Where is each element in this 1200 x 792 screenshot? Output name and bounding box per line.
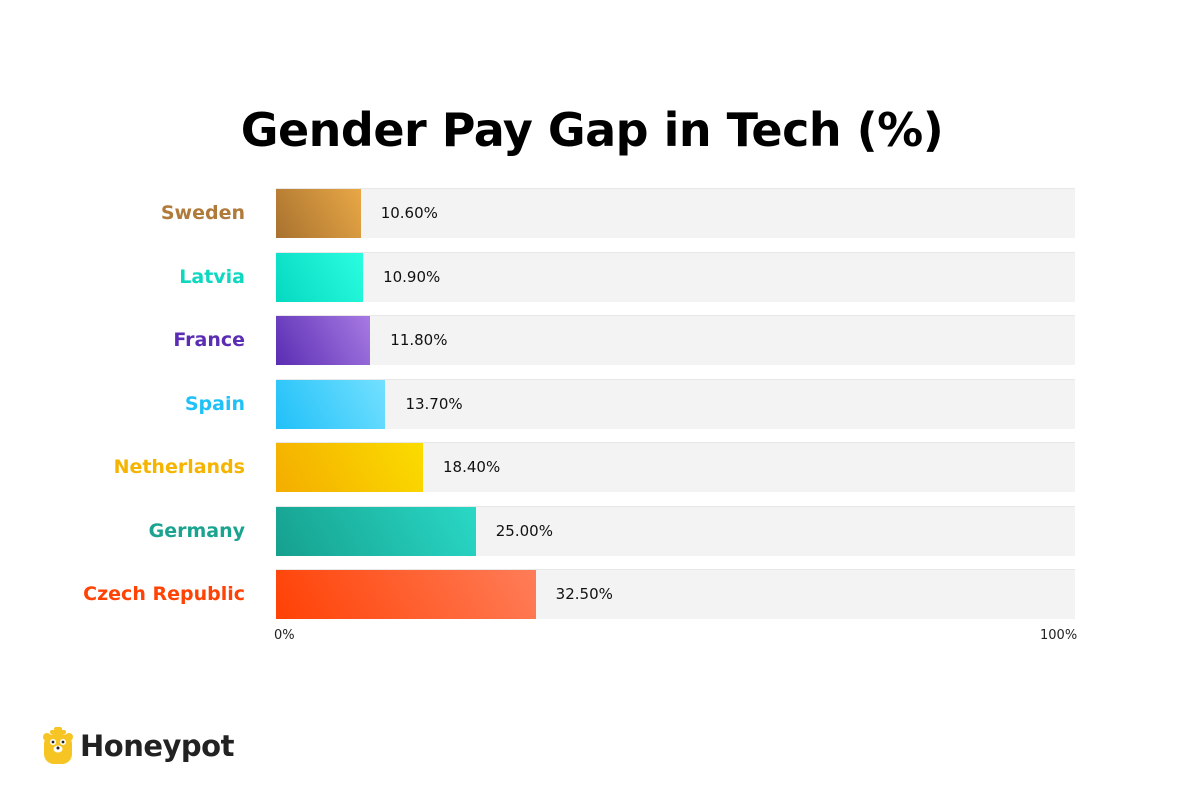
- category-label: Netherlands: [113, 456, 245, 478]
- bar: [276, 316, 371, 365]
- value-label: 10.90%: [383, 267, 441, 286]
- bar: [276, 506, 476, 556]
- x-tick-label: 0%: [274, 628, 295, 643]
- brand-name: Honeypot: [80, 729, 234, 763]
- bar-track: 32.50%: [276, 570, 1075, 619]
- bar-track: 25.00%: [276, 506, 1075, 556]
- value-label: 25.00%: [495, 521, 553, 540]
- value-label: 13.70%: [405, 394, 463, 413]
- bar-row: Spain 13.70%: [0, 379, 1200, 429]
- bar-track: 18.40%: [276, 443, 1075, 492]
- x-tick-label: 100%: [1040, 628, 1078, 643]
- bar: [276, 252, 364, 302]
- bar-row: Netherlands 18.40%: [0, 443, 1200, 492]
- bar-track: 10.90%: [276, 252, 1075, 302]
- bar-row: Latvia 10.90%: [0, 252, 1200, 302]
- bar-row: Germany 25.00%: [0, 506, 1200, 556]
- bear-honeypot-icon: [43, 727, 73, 764]
- bar-row: Czech Republic 32.50%: [0, 570, 1200, 619]
- bar-row: France 11.80%: [0, 316, 1200, 365]
- bar-row: Sweden 10.60%: [0, 189, 1200, 238]
- value-label: 10.60%: [380, 204, 438, 222]
- bar-track: 13.70%: [276, 379, 1075, 429]
- bar: [276, 570, 536, 619]
- bar-track: 11.80%: [276, 316, 1075, 365]
- chart-title: Gender Pay Gap in Tech (%): [240, 103, 944, 157]
- category-label: Germany: [148, 519, 245, 542]
- value-label: 32.50%: [555, 585, 613, 603]
- bar: [276, 443, 424, 492]
- bar-track: 10.60%: [276, 189, 1075, 238]
- value-label: 11.80%: [390, 331, 448, 349]
- category-label: France: [173, 329, 245, 351]
- category-label: Sweden: [160, 202, 245, 224]
- honeypot-logo: Honeypot: [42, 727, 234, 765]
- value-label: 18.40%: [443, 458, 501, 476]
- bar: [276, 379, 386, 429]
- bar: [276, 189, 361, 238]
- category-label: Spain: [184, 392, 245, 415]
- category-label: Latvia: [179, 265, 245, 288]
- category-label: Czech Republic: [83, 583, 245, 605]
